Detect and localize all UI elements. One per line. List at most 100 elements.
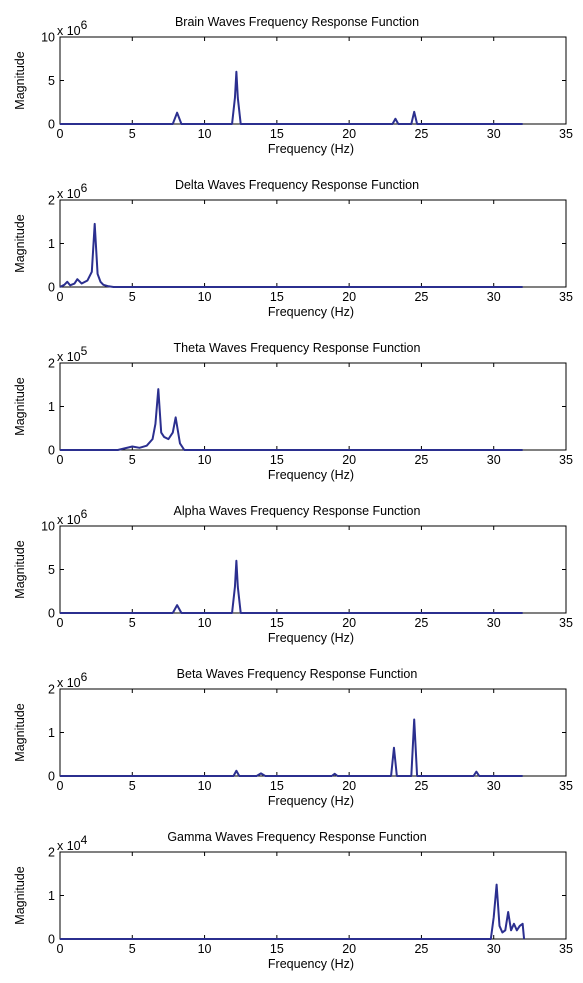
plot-frame bbox=[59, 362, 567, 451]
subplot-3: Theta Waves Frequency Response Function x… bbox=[13, 341, 573, 482]
x-tick-label: 5 bbox=[129, 616, 136, 630]
y-tick-label: 0 bbox=[48, 444, 55, 458]
x-tick-label: 10 bbox=[198, 942, 212, 956]
y-tick-label: 0 bbox=[48, 281, 55, 295]
y-axis-label: Magnitude bbox=[13, 377, 27, 435]
y-axis-label: Magnitude bbox=[13, 703, 27, 761]
y-tick-label: 2 bbox=[48, 683, 55, 697]
x-tick-label: 30 bbox=[487, 453, 501, 467]
x-axis-label: Frequency (Hz) bbox=[268, 631, 354, 645]
x-tick-label: 0 bbox=[57, 779, 64, 793]
multiplier-exponent: 6 bbox=[81, 181, 88, 195]
y-tick-label: 1 bbox=[48, 400, 55, 414]
x-tick-label: 10 bbox=[198, 779, 212, 793]
x-axis-label: Frequency (Hz) bbox=[268, 957, 354, 971]
plot-frame bbox=[59, 688, 567, 777]
x-tick-label: 30 bbox=[487, 616, 501, 630]
y-tick-label: 10 bbox=[41, 31, 55, 45]
y-tick-label: 2 bbox=[48, 357, 55, 371]
x-tick-label: 20 bbox=[342, 779, 356, 793]
y-axis-label: Magnitude bbox=[13, 214, 27, 272]
x-tick-label: 35 bbox=[559, 453, 573, 467]
x-tick-label: 20 bbox=[342, 453, 356, 467]
chart-title: Beta Waves Frequency Response Function bbox=[177, 667, 418, 681]
y-tick-label: 0 bbox=[48, 607, 55, 621]
y-axis-label: Magnitude bbox=[13, 540, 27, 598]
x-tick-label: 0 bbox=[57, 127, 64, 141]
x-tick-label: 5 bbox=[129, 453, 136, 467]
x-tick-label: 20 bbox=[342, 290, 356, 304]
y-axis-label: Magnitude bbox=[13, 866, 27, 924]
chart-title: Brain Waves Frequency Response Function bbox=[175, 15, 419, 29]
x-axis-label: Frequency (Hz) bbox=[268, 468, 354, 482]
x-tick-label: 25 bbox=[414, 127, 428, 141]
multiplier-exponent: 6 bbox=[81, 18, 88, 32]
chart-title: Alpha Waves Frequency Response Function bbox=[174, 504, 421, 518]
axis-multiplier: x 106 bbox=[57, 670, 88, 690]
multiplier-base: x 10 bbox=[57, 187, 81, 201]
x-tick-label: 25 bbox=[414, 616, 428, 630]
x-tick-label: 15 bbox=[270, 779, 284, 793]
x-tick-label: 10 bbox=[198, 616, 212, 630]
series-line bbox=[60, 883, 526, 940]
y-tick-label: 0 bbox=[48, 118, 55, 132]
y-tick-label: 0 bbox=[48, 933, 55, 947]
plot-frame bbox=[59, 36, 567, 125]
x-tick-label: 25 bbox=[414, 942, 428, 956]
subplot-4: Alpha Waves Frequency Response Function x… bbox=[13, 504, 573, 645]
x-axis-label: Frequency (Hz) bbox=[268, 794, 354, 808]
series-line bbox=[60, 388, 523, 451]
multiplier-exponent: 4 bbox=[81, 833, 88, 847]
subplot-2: Delta Waves Frequency Response Function x… bbox=[13, 178, 573, 319]
subplot-6: Gamma Waves Frequency Response Function x… bbox=[13, 830, 573, 971]
x-tick-label: 35 bbox=[559, 779, 573, 793]
x-tick-label: 0 bbox=[57, 290, 64, 304]
series-line bbox=[60, 718, 523, 777]
x-tick-label: 5 bbox=[129, 779, 136, 793]
axis-multiplier: x 105 bbox=[57, 344, 88, 364]
y-tick-label: 2 bbox=[48, 846, 55, 860]
x-tick-label: 15 bbox=[270, 290, 284, 304]
axis-multiplier: x 104 bbox=[57, 833, 88, 853]
x-tick-label: 35 bbox=[559, 127, 573, 141]
x-tick-label: 0 bbox=[57, 616, 64, 630]
multiplier-exponent: 5 bbox=[81, 344, 88, 358]
x-tick-label: 30 bbox=[487, 127, 501, 141]
chart-title: Gamma Waves Frequency Response Function bbox=[167, 830, 426, 844]
subplot-1: Brain Waves Frequency Response Function x… bbox=[13, 15, 573, 156]
axis-multiplier: x 106 bbox=[57, 181, 88, 201]
subplot-5: Beta Waves Frequency Response Function x … bbox=[13, 667, 573, 808]
x-tick-label: 25 bbox=[414, 453, 428, 467]
x-tick-label: 30 bbox=[487, 942, 501, 956]
x-tick-label: 15 bbox=[270, 616, 284, 630]
multiplier-base: x 10 bbox=[57, 350, 81, 364]
series-line bbox=[60, 559, 523, 614]
chart-title: Delta Waves Frequency Response Function bbox=[175, 178, 419, 192]
multiplier-base: x 10 bbox=[57, 24, 81, 38]
x-tick-label: 25 bbox=[414, 779, 428, 793]
plot-frame bbox=[59, 525, 567, 614]
x-tick-label: 20 bbox=[342, 942, 356, 956]
y-tick-label: 5 bbox=[48, 563, 55, 577]
y-tick-label: 1 bbox=[48, 889, 55, 903]
x-tick-label: 0 bbox=[57, 453, 64, 467]
axis-multiplier: x 106 bbox=[57, 18, 88, 38]
x-axis-label: Frequency (Hz) bbox=[268, 142, 354, 156]
x-tick-label: 20 bbox=[342, 616, 356, 630]
x-tick-label: 35 bbox=[559, 290, 573, 304]
multiplier-exponent: 6 bbox=[81, 507, 88, 521]
multiplier-base: x 10 bbox=[57, 513, 81, 527]
x-tick-label: 15 bbox=[270, 453, 284, 467]
y-tick-label: 1 bbox=[48, 726, 55, 740]
x-tick-label: 5 bbox=[129, 290, 136, 304]
x-tick-label: 30 bbox=[487, 779, 501, 793]
series-line bbox=[60, 70, 523, 125]
y-tick-label: 5 bbox=[48, 74, 55, 88]
x-tick-label: 15 bbox=[270, 942, 284, 956]
series-line bbox=[59, 222, 523, 288]
x-tick-label: 5 bbox=[129, 127, 136, 141]
chart-title: Theta Waves Frequency Response Function bbox=[174, 341, 421, 355]
x-tick-label: 10 bbox=[198, 453, 212, 467]
plot-frame bbox=[59, 199, 567, 288]
